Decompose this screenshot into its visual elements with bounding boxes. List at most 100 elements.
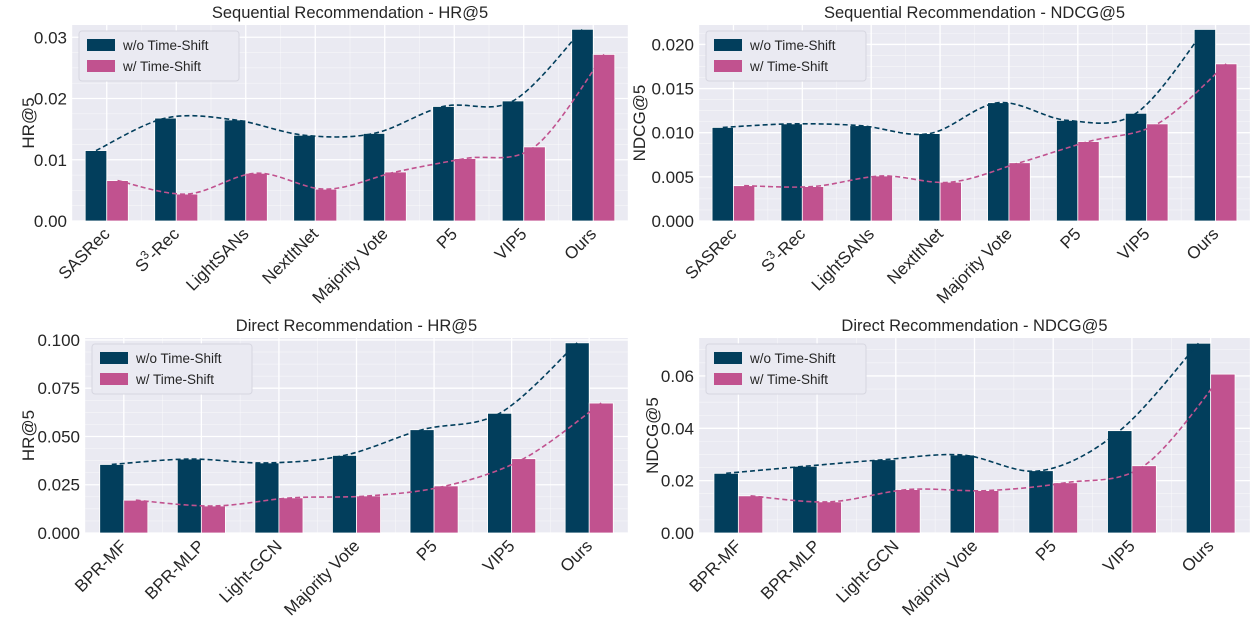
legend-label: w/ Time-Shift xyxy=(135,372,214,387)
x-tick-label: NextItNet xyxy=(883,224,947,288)
x-tick-label: Ours xyxy=(1178,536,1217,575)
trend-line xyxy=(95,28,584,152)
bar xyxy=(501,100,525,222)
bar xyxy=(453,158,477,222)
legend-swatch xyxy=(714,352,742,364)
bar xyxy=(849,125,872,222)
x-tick-label: VIP5 xyxy=(1099,536,1138,575)
legend-swatch xyxy=(714,60,742,72)
bar xyxy=(1077,141,1100,222)
chart-title: Sequential Recommendation - HR@5 xyxy=(212,4,488,22)
bar xyxy=(245,172,268,222)
bar xyxy=(592,54,616,222)
trend-line xyxy=(722,28,1206,136)
bar xyxy=(733,185,756,222)
legend-label: w/o Time-Shift xyxy=(749,38,836,53)
bar xyxy=(332,454,357,534)
x-tick-label: P5 xyxy=(1057,224,1085,252)
bar xyxy=(1131,465,1157,534)
bar xyxy=(362,133,386,222)
legend-swatch xyxy=(100,352,128,364)
legend-swatch xyxy=(100,373,128,385)
legend-swatch xyxy=(87,60,115,72)
trend-line xyxy=(744,63,1227,188)
y-tick-label: 0.005 xyxy=(651,168,694,187)
x-tick-label: LightSANs xyxy=(182,224,252,294)
x-tick-label: Light-GCN xyxy=(216,536,286,606)
x-tick-label: VIP5 xyxy=(491,224,530,263)
bar xyxy=(949,454,975,534)
bar xyxy=(564,342,590,534)
bar xyxy=(1028,470,1054,534)
trend-line xyxy=(726,342,1200,475)
y-tick-label: 0.000 xyxy=(651,212,694,231)
bar xyxy=(870,175,893,222)
bar xyxy=(571,28,594,222)
bar xyxy=(123,499,149,534)
x-tick-label: P5 xyxy=(413,536,441,564)
y-tick-label: 0.00 xyxy=(34,212,67,231)
x-tick-label: Ours xyxy=(1183,224,1222,263)
chart-title: Direct Recommendation - HR@5 xyxy=(236,317,477,335)
x-tick-label: BPR-MLP xyxy=(141,536,208,603)
bar xyxy=(1185,342,1212,534)
trend-line xyxy=(135,402,602,507)
bar xyxy=(711,127,734,222)
bar xyxy=(409,429,435,534)
bar xyxy=(588,402,614,534)
x-tick-label: VIP5 xyxy=(479,536,518,575)
chart-panel-3: 0.000 0.025 0.050 0.075 0.100 BPR-MF BPR-MLP Li… xyxy=(19,317,629,619)
x-tick-label: NextItNet xyxy=(259,224,323,288)
bar xyxy=(1107,430,1133,534)
bar xyxy=(1193,29,1216,222)
bar xyxy=(713,472,739,534)
legend-swatch xyxy=(87,39,115,51)
x-tick-label: Light-GCN xyxy=(832,536,902,606)
bar xyxy=(356,495,381,534)
trend-line xyxy=(111,342,578,466)
y-tick-label: 0.04 xyxy=(661,419,694,438)
trend-line xyxy=(750,373,1224,503)
y-axis-label: NDCG@5 xyxy=(630,85,649,162)
bar xyxy=(154,117,177,222)
legend: w/o Time-Shift w/ Time-Shift xyxy=(705,343,867,395)
bar xyxy=(918,133,941,222)
x-tick-label: BPR-MF xyxy=(71,536,131,596)
y-axis-label: NDCG@5 xyxy=(643,397,662,474)
y-tick-label: 0.06 xyxy=(661,367,694,386)
bar xyxy=(223,119,247,222)
legend-label: w/ Time-Shift xyxy=(122,59,201,74)
chart-panel-1: 0.00 0.01 0.02 0.03 SASRec S3-Rec LightSANs Nex… xyxy=(19,4,629,307)
y-tick-label: 0.02 xyxy=(34,90,67,109)
bar xyxy=(511,458,537,534)
bar xyxy=(176,458,202,534)
bar xyxy=(816,501,842,534)
y-tick-label: 0.050 xyxy=(37,427,80,446)
legend-box xyxy=(78,30,240,82)
y-tick-label: 0.00 xyxy=(661,524,694,543)
bar xyxy=(200,505,226,534)
y-tick-label: 0.025 xyxy=(37,476,80,495)
y-tick-label: 0.015 xyxy=(651,80,694,99)
chart-panel-2: 0.000 0.005 0.010 0.015 0.020 SASRec S3-RecLig… xyxy=(630,4,1251,307)
x-tick-label: S3-Rec xyxy=(755,222,809,276)
y-tick-label: 0.000 xyxy=(37,524,80,543)
trend-line xyxy=(117,53,605,195)
bar xyxy=(780,123,803,222)
legend-box xyxy=(91,343,253,395)
bar xyxy=(433,485,459,534)
x-tick-label: S3-Rec xyxy=(129,222,183,276)
y-tick-label: 0.010 xyxy=(651,124,694,143)
bar xyxy=(99,464,125,534)
x-tick-label: LightSANs xyxy=(808,224,878,294)
bar xyxy=(278,497,304,534)
bar xyxy=(293,134,316,222)
legend: w/o Time-Shift w/ Time-Shift xyxy=(705,30,867,82)
bar xyxy=(1056,119,1079,222)
bar xyxy=(870,459,897,534)
bar xyxy=(84,150,108,222)
chart-title: Direct Recommendation - NDCG@5 xyxy=(841,317,1107,335)
legend-label: w/ Time-Shift xyxy=(749,372,828,387)
bar xyxy=(1052,482,1079,534)
bar xyxy=(737,495,764,534)
